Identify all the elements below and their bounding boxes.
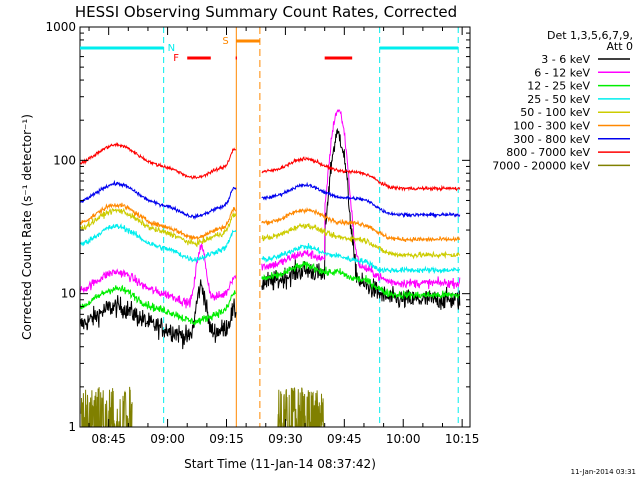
x-tick-label: 10:15 <box>445 432 480 446</box>
series-line-9-seg2 <box>277 387 325 427</box>
legend-label-3: 12 - 25 keV <box>527 80 590 93</box>
night-label: N <box>168 43 175 54</box>
series-line-2-seg1 <box>80 242 237 309</box>
x-tick-label: 10:00 <box>386 432 421 446</box>
legend-label-5: 50 - 100 keV <box>520 106 590 119</box>
series-line-1-seg2 <box>261 127 461 310</box>
flare-label: F <box>173 53 179 64</box>
series-line-7-seg1 <box>80 179 237 221</box>
x-tick-label: 09:45 <box>327 432 362 446</box>
saa-label: S <box>222 36 228 47</box>
series-line-1-seg1 <box>80 279 237 350</box>
series-line-6-seg2 <box>261 206 461 243</box>
y-tick-label: 100 <box>53 153 76 167</box>
series-line-5-seg2 <box>261 223 461 260</box>
x-tick-label: 09:15 <box>209 432 244 446</box>
series-line-4-seg2 <box>261 243 461 275</box>
legend-label-8: 800 - 7000 keV <box>506 146 590 159</box>
y-axis-label: Corrected Count Rate (s⁻¹ detector⁻¹) <box>20 114 34 340</box>
series-line-6-seg1 <box>80 202 237 241</box>
chart-title: HESSI Observing Summary Count Rates, Cor… <box>75 3 457 21</box>
series-line-2-seg2 <box>261 109 461 290</box>
y-tick-label: 10 <box>61 287 76 301</box>
legend-label-1: 3 - 6 keV <box>541 53 590 66</box>
series-line-9-seg1 <box>80 386 133 427</box>
legend-label-6: 100 - 300 keV <box>513 120 590 133</box>
legend-label-4: 25 - 50 keV <box>527 93 590 106</box>
series-line-7-seg2 <box>261 181 461 219</box>
series-line-4-seg1 <box>80 223 237 263</box>
series-line-8-seg1 <box>80 141 236 180</box>
series-line-3-seg2 <box>261 261 461 300</box>
legend-header-line1: Det 1,3,5,6,7,9, <box>547 29 633 42</box>
x-axis-label: Start Time (11-Jan-14 08:37:42) <box>184 457 376 471</box>
x-tick-label: 08:45 <box>91 432 126 446</box>
x-tick-label: 09:00 <box>150 432 185 446</box>
x-tick-label: 09:30 <box>268 432 303 446</box>
plot-frame <box>79 26 471 428</box>
series-line-3-seg1 <box>80 284 237 326</box>
plot-timestamp: 11-Jan-2014 03:31 <box>571 468 636 476</box>
legend-header-line2: Att 0 <box>607 40 633 53</box>
y-tick-label: 1000 <box>45 20 76 34</box>
legend-label-7: 300 - 800 keV <box>513 133 590 146</box>
series-line-8-seg2 <box>261 156 461 192</box>
y-tick-label: 1 <box>68 420 76 434</box>
legend-label-9: 7000 - 20000 keV <box>492 159 590 172</box>
series-line-5-seg1 <box>80 207 237 248</box>
legend-label-2: 6 - 12 keV <box>534 66 590 79</box>
